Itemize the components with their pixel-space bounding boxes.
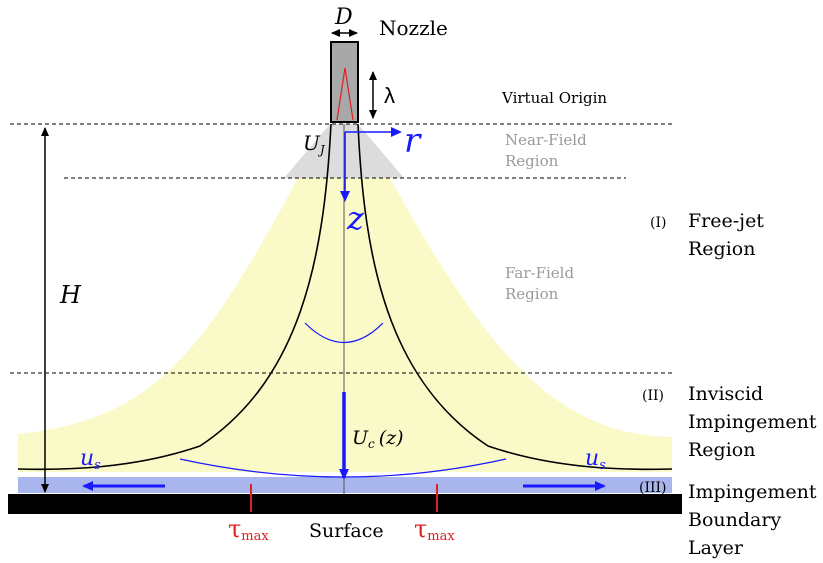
centerline-velocity-label: Uc (z) bbox=[352, 427, 404, 451]
radial-coord-label: r bbox=[404, 121, 422, 161]
region2-label-2: Impingement bbox=[688, 411, 817, 433]
region1-label-2: Region bbox=[688, 238, 755, 260]
boundary-layer-band bbox=[18, 477, 672, 493]
virtual-origin-label: Virtual Origin bbox=[501, 89, 607, 107]
region2-label-1: Inviscid bbox=[688, 383, 763, 405]
surface-velocity-label-left: us bbox=[80, 446, 101, 473]
impingement-surface bbox=[8, 494, 682, 514]
surface-label: Surface bbox=[309, 520, 384, 542]
surface-velocity-label-right: us bbox=[585, 446, 606, 473]
nozzle-body bbox=[330, 41, 359, 123]
jet-boundary-left bbox=[17, 123, 332, 471]
region1-label-1: Free-jet bbox=[688, 210, 764, 232]
region1-numeral: (I) bbox=[650, 215, 666, 231]
axial-coord-label: z bbox=[346, 199, 365, 237]
potential-core-length-label: λ bbox=[384, 83, 395, 108]
region3-label-3: Layer bbox=[688, 537, 744, 559]
jet-boundary-right bbox=[357, 123, 673, 471]
nozzle-label: Nozzle bbox=[379, 16, 448, 40]
nozzle-diameter-label: D bbox=[334, 5, 353, 30]
wall-shear-label-left: τmax bbox=[228, 515, 269, 544]
region2-numeral: (II) bbox=[642, 388, 664, 404]
profile-arc-upper bbox=[304, 322, 384, 344]
wall-shear-label-right: τmax bbox=[414, 515, 455, 544]
near-field-label-2: Region bbox=[505, 152, 559, 170]
jet-velocity-label: UJ bbox=[303, 131, 326, 157]
potential-core-cone bbox=[336, 67, 354, 121]
region3-label-2: Boundary bbox=[688, 509, 781, 531]
far-field-label-2: Region bbox=[505, 285, 559, 303]
far-field-label-1: Far-Field bbox=[505, 264, 574, 282]
region3-numeral: (III) bbox=[639, 480, 667, 496]
standoff-height-label: H bbox=[59, 281, 82, 309]
near-field-label-1: Near-Field bbox=[505, 131, 587, 149]
region2-label-3: Region bbox=[688, 439, 755, 461]
jet-spread-region bbox=[18, 178, 672, 472]
region3-label-1: Impingement bbox=[688, 481, 817, 503]
